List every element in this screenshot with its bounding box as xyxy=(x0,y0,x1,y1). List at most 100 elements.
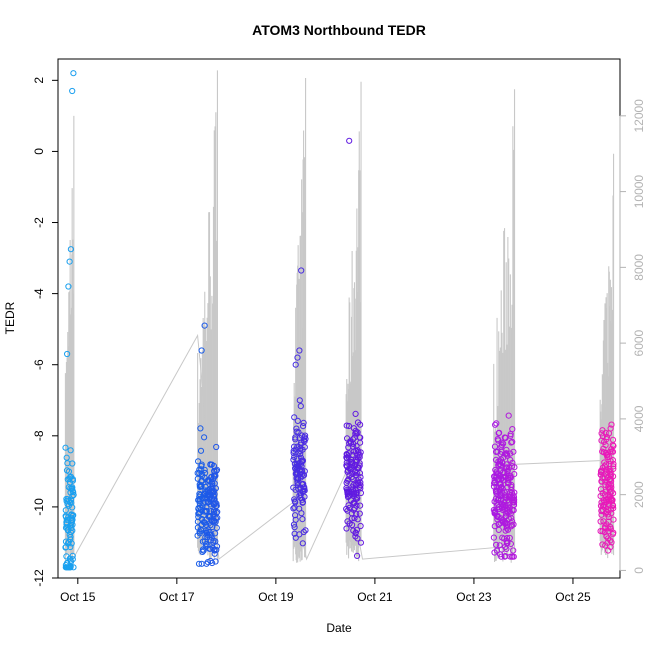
tedr-point xyxy=(62,524,70,531)
tedr-point xyxy=(608,448,615,455)
tedr-point xyxy=(300,472,308,479)
tedr-point xyxy=(503,494,510,501)
tedr-points xyxy=(62,70,617,571)
tedr-point-outlier xyxy=(65,283,72,290)
tedr-point xyxy=(199,546,207,553)
tedr-point xyxy=(605,492,612,499)
tedr-point xyxy=(357,489,364,497)
tedr-point xyxy=(508,518,516,525)
tedr-point xyxy=(354,535,361,542)
tedr-point xyxy=(346,472,353,479)
tedr-point xyxy=(348,515,355,522)
tedr-point xyxy=(214,508,221,516)
tedr-point xyxy=(297,441,304,448)
tedr-point xyxy=(598,499,605,506)
tedr-point xyxy=(66,531,73,538)
y2-tick-label: 4000 xyxy=(632,405,646,432)
chart-title: ATOM3 Northbound TEDR xyxy=(252,22,426,38)
tedr-point xyxy=(357,421,364,428)
tedr-point xyxy=(504,526,512,533)
tedr-point xyxy=(352,487,359,494)
tedr-point xyxy=(196,530,203,537)
tedr-point xyxy=(493,541,500,548)
tedr-point xyxy=(504,509,511,516)
tedr-point xyxy=(497,468,504,475)
tedr-point xyxy=(299,516,306,523)
tedr-point xyxy=(494,436,501,443)
tedr-point xyxy=(198,515,205,523)
tedr-point xyxy=(299,480,306,487)
tedr-point xyxy=(211,480,218,487)
tedr-point xyxy=(294,443,301,450)
tedr-point xyxy=(599,475,606,482)
tedr-point xyxy=(292,499,299,506)
tedr-point xyxy=(62,507,69,514)
tedr-point xyxy=(208,474,215,481)
tedr-point xyxy=(609,531,617,538)
tedr-point xyxy=(607,525,614,532)
tedr-point xyxy=(293,425,300,432)
tedr-point xyxy=(291,454,298,461)
tedr-point xyxy=(493,513,501,520)
tedr-point xyxy=(509,499,516,506)
y-axis-right: 0 2000 4000 6000 8000 10000 12000 xyxy=(619,99,646,574)
tedr-point xyxy=(491,479,498,486)
tedr-point xyxy=(198,463,205,470)
tedr-point xyxy=(493,489,500,496)
tedr-point xyxy=(608,539,615,546)
x-tick-label: Oct 19 xyxy=(258,590,294,604)
tedr-point xyxy=(203,540,210,548)
tedr-point xyxy=(503,537,510,545)
tedr-point xyxy=(605,547,612,554)
tedr-point xyxy=(295,486,302,493)
tedr-point xyxy=(67,558,75,566)
tedr-point xyxy=(494,502,501,509)
tedr-point xyxy=(505,480,512,487)
tedr-point xyxy=(496,542,503,549)
tedr-point xyxy=(497,497,505,504)
tedr-point xyxy=(506,494,513,501)
tedr-point xyxy=(64,476,71,483)
tedr-point xyxy=(213,546,220,554)
tedr-point xyxy=(495,462,502,469)
tedr-point xyxy=(356,510,363,517)
tedr-point xyxy=(604,539,611,546)
tedr-point xyxy=(199,503,206,510)
tedr-point xyxy=(213,500,220,507)
tedr-point-outlier xyxy=(296,347,303,354)
tedr-point xyxy=(204,542,211,549)
tedr-point xyxy=(496,429,503,436)
y-axis-left: 2 0 -2 -4 -6 -8 -10 -12 xyxy=(32,77,59,587)
tedr-point xyxy=(491,523,498,530)
tedr-point xyxy=(344,493,352,501)
tedr-point xyxy=(352,469,359,476)
tedr-point xyxy=(353,502,360,509)
tedr-point xyxy=(606,486,613,493)
tedr-point xyxy=(291,496,298,503)
tedr-point xyxy=(343,422,350,429)
tedr-point xyxy=(67,447,74,454)
y2-tick-label: 12000 xyxy=(632,99,646,133)
tedr-point xyxy=(292,434,299,441)
y-tick-label: 0 xyxy=(32,148,46,155)
tedr-point xyxy=(504,451,511,458)
tedr-point xyxy=(501,434,508,441)
tedr-point xyxy=(212,518,219,526)
tedr-point xyxy=(298,457,306,464)
tedr-point xyxy=(207,513,214,520)
flight-points-2 xyxy=(290,267,309,547)
tedr-point xyxy=(67,521,75,528)
tedr-point xyxy=(209,544,216,552)
tedr-point xyxy=(343,462,350,469)
tedr-point-outlier xyxy=(67,246,75,253)
tedr-point xyxy=(349,460,356,467)
tedr-point xyxy=(298,432,305,439)
tedr-point xyxy=(201,434,208,441)
tedr-point xyxy=(68,518,76,525)
tedr-point xyxy=(302,435,309,442)
tedr-point xyxy=(496,460,504,467)
tedr-point xyxy=(602,461,610,468)
tedr-point xyxy=(497,520,504,527)
tedr-point xyxy=(349,486,356,493)
tedr-point xyxy=(69,552,76,560)
